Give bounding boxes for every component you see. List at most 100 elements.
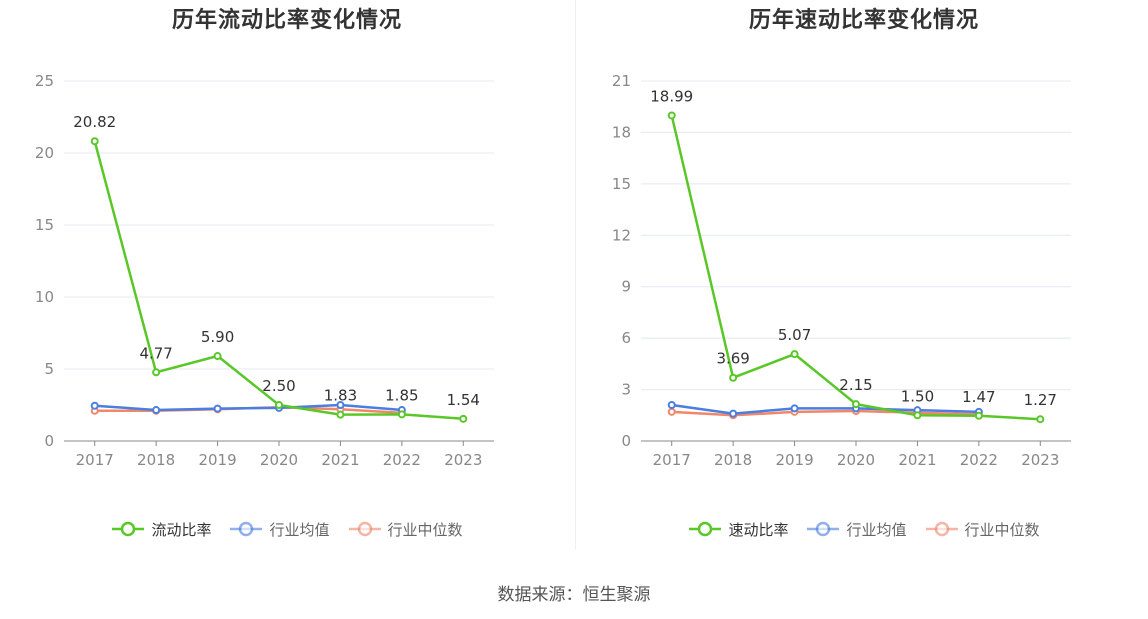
x-tick-label: 2023: [444, 451, 482, 469]
data-point: [213, 404, 222, 413]
legend-item[interactable]: 行业中位数: [925, 518, 1040, 540]
legend-swatch-icon: [925, 521, 958, 537]
x-tick-label: 2021: [321, 451, 359, 469]
legend-item[interactable]: 行业均值: [806, 518, 907, 540]
y-tick-label: 21: [612, 72, 631, 90]
legend-marker: [934, 521, 949, 537]
legend-label: 行业均值: [269, 520, 330, 539]
series-line: [671, 409, 979, 417]
chart-canvas: 0 3 6 9 12 15 18 21 2017 2018 2019 2020 2021 2022 2023…: [612, 72, 1071, 469]
legend-label: 行业均值: [846, 520, 907, 539]
data-label: 5.07: [778, 326, 811, 344]
legend-swatch-icon: [348, 521, 381, 537]
data-label: 1.47: [962, 388, 995, 406]
legend-label: 行业中位数: [387, 520, 463, 539]
y-tick-label: 5: [44, 360, 54, 378]
data-label: 1.50: [901, 387, 934, 405]
legend-item[interactable]: 行业均值: [229, 518, 330, 540]
x-tick-label: 2022: [960, 451, 998, 469]
chart-panel-quick-ratio: 历年速动比率变化情况 0 3 6 9 12 15 18 21 2017 2018 2019 2020 2…: [577, 0, 1148, 560]
data-source-note: 数据来源：恒生聚源: [497, 585, 651, 605]
data-label: 1.83: [324, 387, 357, 405]
legend-item[interactable]: 速动比率: [688, 518, 788, 540]
legend-marker: [816, 521, 831, 537]
data-point: [152, 406, 161, 415]
data-point: [275, 401, 283, 409]
chart-canvas: 0 5 10 15 20 25 2017 2018 2019 2020 2021 2022 2023 20…: [35, 72, 494, 469]
legend-marker: [698, 521, 713, 537]
y-tick-label: 12: [612, 226, 631, 244]
series-line: [670, 115, 1041, 421]
data-point: [90, 401, 99, 410]
y-tick-label: 20: [35, 144, 54, 162]
data-label: 1.85: [385, 386, 418, 404]
series-line: [94, 403, 403, 412]
legend-label: 行业中位数: [964, 520, 1040, 539]
x-tick-label: 2018: [137, 451, 175, 469]
y-tick-label: 18: [612, 123, 631, 141]
data-label: 20.82: [73, 113, 116, 131]
x-tick-label: 2018: [714, 451, 752, 469]
x-tick-label: 2017: [653, 451, 691, 469]
data-point: [913, 411, 922, 420]
y-tick-label: 25: [35, 72, 54, 90]
legend-marker: [239, 521, 254, 537]
y-tick-label: 15: [612, 175, 631, 193]
data-point: [790, 404, 799, 413]
data-point: [729, 409, 738, 418]
chart-panel-current-ratio: 历年流动比率变化情况 0 5 10 15 20 25 2017 2018 2019 2020 202…: [0, 0, 574, 560]
legend-marker: [357, 521, 372, 537]
legend-swatch-icon: [807, 521, 840, 537]
series-line: [671, 403, 979, 415]
legend-swatch-icon: [689, 521, 722, 537]
legend-swatch-icon: [112, 521, 145, 537]
data-label: 3.69: [716, 350, 749, 368]
x-tick-label: 2020: [837, 451, 875, 469]
data-point: [213, 352, 222, 361]
data-label: 4.77: [139, 344, 172, 362]
data-point: [667, 401, 676, 409]
data-label: 2.50: [262, 377, 295, 395]
legend-item[interactable]: 流动比率: [111, 518, 211, 540]
x-tick-label: 2023: [1021, 451, 1059, 469]
data-point: [459, 414, 468, 423]
data-point: [729, 373, 738, 382]
data-point: [852, 400, 860, 409]
data-point: [667, 111, 676, 120]
data-point: [974, 411, 983, 420]
y-tick-label: 3: [621, 381, 631, 399]
data-point: [397, 410, 406, 419]
data-point: [1036, 415, 1045, 424]
panel-divider: [575, 0, 576, 550]
data-point: [152, 368, 161, 377]
x-tick-label: 2020: [260, 451, 298, 469]
data-point: [90, 137, 99, 146]
y-tick-label: 0: [621, 432, 631, 450]
legend-item[interactable]: 行业中位数: [348, 518, 463, 540]
data-label: 1.27: [1024, 391, 1057, 409]
y-tick-label: 9: [621, 278, 631, 296]
y-tick-label: 0: [44, 432, 54, 450]
x-tick-label: 2019: [198, 451, 236, 469]
legend-label: 速动比率: [728, 520, 789, 539]
chart-title: 历年流动比率变化情况: [171, 8, 402, 33]
x-tick-label: 2019: [775, 451, 813, 469]
data-label: 18.99: [650, 87, 693, 105]
chart-legend: 速动比率 行业均值 行业中位数: [577, 518, 1148, 540]
data-label: 5.90: [201, 328, 234, 346]
data-point: [790, 350, 799, 359]
y-tick-label: 6: [621, 329, 631, 347]
legend-label: 流动比率: [151, 520, 212, 539]
x-tick-label: 2022: [383, 451, 421, 469]
x-tick-label: 2017: [76, 451, 114, 469]
data-point: [667, 407, 676, 416]
y-tick-label: 10: [35, 288, 54, 306]
legend-marker: [121, 521, 136, 537]
data-label: 1.54: [447, 391, 480, 409]
legend-swatch-icon: [230, 521, 263, 537]
chart-title: 历年速动比率变化情况: [748, 8, 979, 33]
x-tick-label: 2021: [898, 451, 936, 469]
data-label: 2.15: [839, 376, 872, 394]
chart-legend: 流动比率 行业均值 行业中位数: [0, 518, 574, 540]
data-point: [336, 401, 345, 409]
